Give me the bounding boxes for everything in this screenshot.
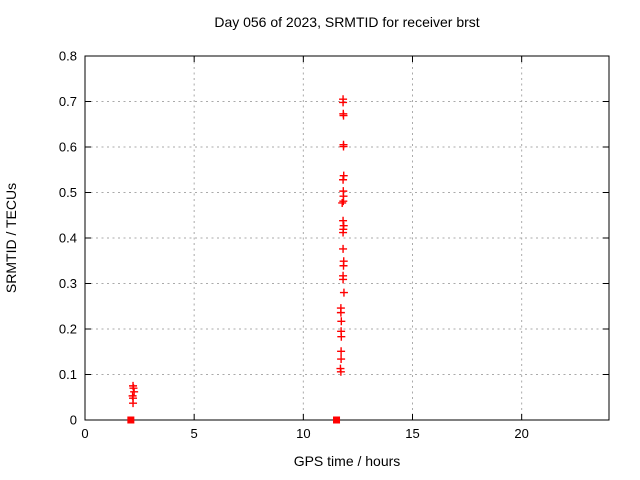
grid — [85, 56, 609, 420]
y-tick-label: 0.6 — [59, 140, 77, 155]
data-point-marker — [339, 142, 348, 151]
data-point-marker — [337, 355, 346, 364]
x-axis-label: GPS time / hours — [294, 453, 401, 469]
y-tick-label: 0.4 — [59, 231, 77, 246]
data-point-marker — [339, 275, 348, 284]
data-points — [127, 95, 348, 424]
data-point-marker — [339, 228, 348, 237]
y-tick-label: 0.3 — [59, 276, 77, 291]
y-tick-label: 0.8 — [59, 49, 77, 64]
data-point-marker — [339, 98, 348, 107]
data-point-marker — [337, 347, 346, 356]
x-tick-label: 5 — [191, 426, 198, 441]
data-point-marker — [337, 332, 346, 341]
data-point-marker-square — [127, 416, 135, 424]
data-point-marker — [337, 317, 346, 326]
data-point-marker — [339, 261, 348, 270]
tick-labels: 0 5 10 15 20 0 0.1 0.2 0.3 0.4 0.5 0.6 0.7 0.8 — [59, 49, 529, 442]
data-point-marker — [130, 387, 139, 396]
data-point-marker — [338, 198, 347, 207]
x-tick-label: 20 — [514, 426, 528, 441]
data-point-marker — [336, 308, 345, 317]
data-point-marker — [339, 288, 348, 297]
chart-title: Day 056 of 2023, SRMTID for receiver brs… — [214, 14, 479, 30]
data-point-marker — [336, 367, 345, 376]
data-point-marker — [339, 244, 348, 253]
y-tick-label: 0.5 — [59, 185, 77, 200]
x-tick-label: 15 — [405, 426, 419, 441]
y-tick-label: 0.7 — [59, 94, 77, 109]
plot-frame — [84, 55, 610, 421]
data-point-marker — [339, 175, 348, 184]
data-point-marker — [129, 399, 138, 408]
y-tick-label: 0 — [70, 413, 77, 428]
x-tick-label: 0 — [81, 426, 88, 441]
x-tick-label: 10 — [296, 426, 310, 441]
y-tick-label: 0.2 — [59, 322, 77, 337]
data-point-marker — [339, 197, 348, 206]
y-axis-label: SRMTID / TECUs — [3, 183, 19, 293]
y-tick-label: 0.1 — [59, 367, 77, 382]
data-point-marker-square — [333, 416, 341, 424]
data-point-marker — [339, 111, 348, 120]
